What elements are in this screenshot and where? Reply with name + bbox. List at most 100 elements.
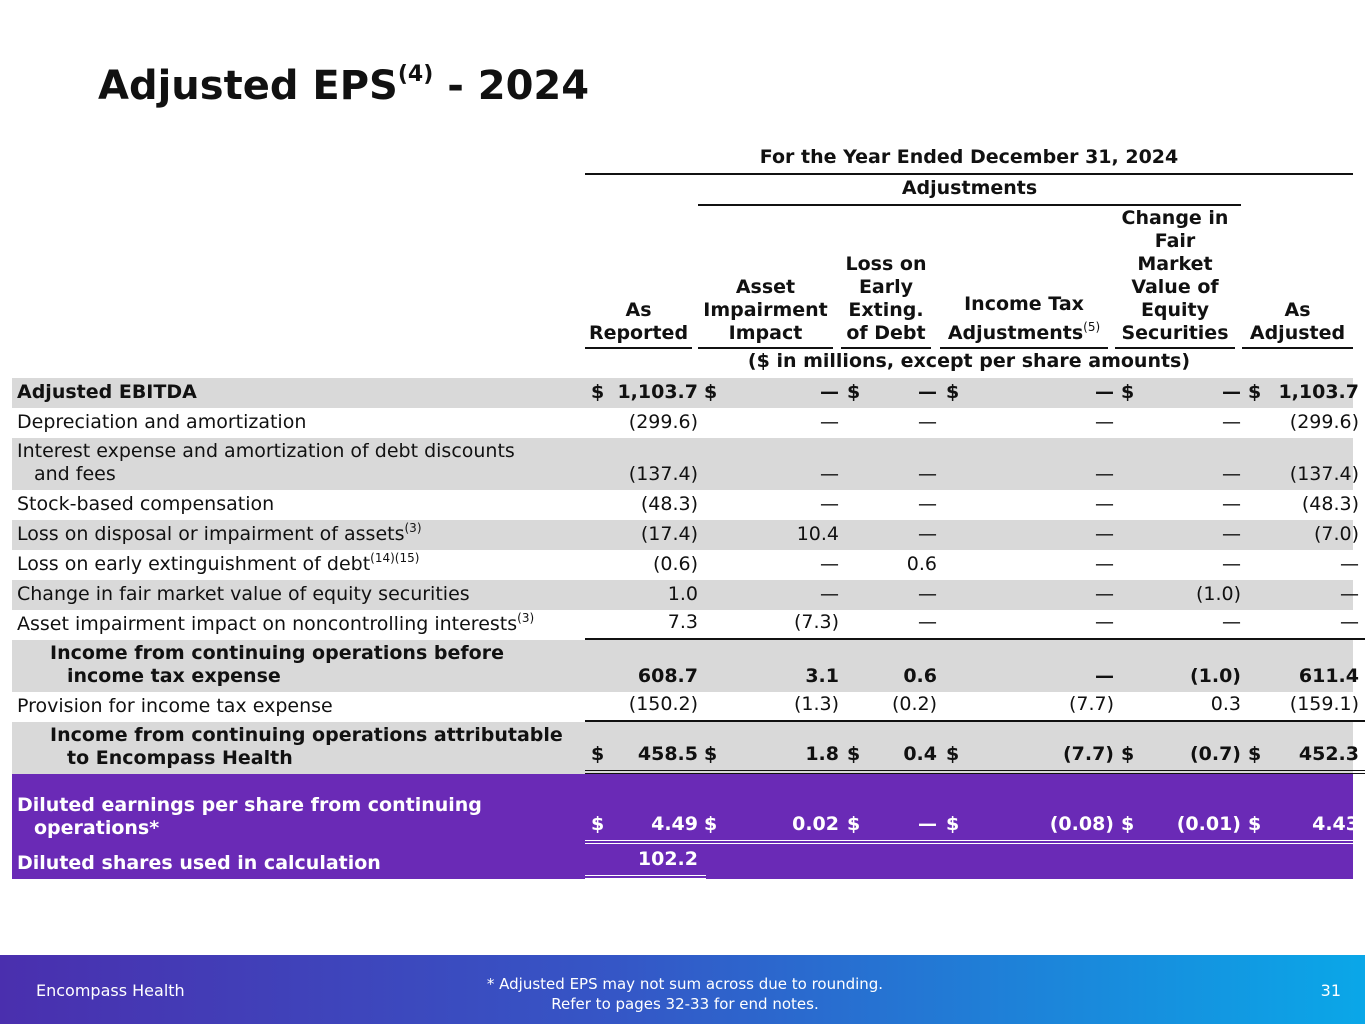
currency: $ bbox=[704, 381, 718, 403]
cell: (299.6) bbox=[1242, 404, 1365, 438]
footnote-line: * Adjusted EPS may not sum across due to… bbox=[486, 975, 884, 993]
cell: — bbox=[1115, 434, 1249, 490]
cell: 7.3 bbox=[585, 604, 706, 640]
row-note: (3) bbox=[404, 521, 422, 535]
cell-value: 3.1 bbox=[805, 665, 839, 687]
cell: (159.1) bbox=[1242, 686, 1365, 722]
cell: — bbox=[1242, 576, 1365, 610]
title: Adjusted EPS(4) - 2024 bbox=[98, 62, 589, 109]
footnote-line: Refer to pages 32-33 for end notes. bbox=[551, 995, 819, 1013]
cell: — bbox=[940, 636, 1122, 692]
cell-value: 4.49 bbox=[651, 813, 698, 835]
cell-value: (299.6) bbox=[1289, 411, 1359, 433]
cell: $ (0.7) bbox=[1115, 714, 1249, 774]
row-label: Interest expense and amortization of deb… bbox=[17, 440, 515, 486]
cell-value: — bbox=[1340, 583, 1359, 605]
column-label-text: Loss on Early Exting. of Debt bbox=[845, 253, 927, 344]
row-label: Adjusted EBITDA bbox=[17, 381, 197, 404]
row-label: Asset impairment impact on noncontrollin… bbox=[17, 607, 534, 636]
cell: $ (7.7) bbox=[940, 714, 1122, 774]
column-header: As Adjusted bbox=[1242, 205, 1353, 349]
cell-value: (0.7) bbox=[1189, 743, 1241, 765]
cell-value: 1.8 bbox=[805, 743, 839, 765]
cell: (7.3) bbox=[698, 604, 847, 640]
cell-value: — bbox=[918, 611, 937, 633]
cell: $1,103.7 bbox=[1242, 374, 1365, 408]
column-header: As Reported bbox=[585, 205, 692, 349]
cell: — bbox=[841, 576, 945, 610]
cell: $452.3 bbox=[1242, 714, 1365, 774]
cell: — bbox=[940, 516, 1122, 550]
cell-value: 102.2 bbox=[637, 848, 698, 870]
cell: — bbox=[940, 434, 1122, 490]
column-label: Loss on Early Exting. of Debt bbox=[846, 253, 927, 345]
cell-value: — bbox=[918, 493, 937, 515]
cell-value: (0.2) bbox=[891, 693, 937, 715]
row-label-text: Loss on early extinguishment of debt bbox=[17, 553, 371, 575]
cell-value: — bbox=[1340, 553, 1359, 575]
currency: $ bbox=[704, 743, 718, 765]
table-row: Income from continuing operations attrib… bbox=[12, 722, 1365, 774]
column-label-text: Asset Impairment Impact bbox=[703, 276, 828, 344]
cell: $0.02 bbox=[698, 766, 847, 844]
cell: $ — bbox=[1115, 374, 1249, 408]
cell-value: 452.3 bbox=[1298, 743, 1359, 765]
cell-value: — bbox=[1095, 611, 1114, 633]
cell: — bbox=[841, 516, 945, 550]
cell-value: — bbox=[1095, 463, 1114, 485]
cell: 102.2 bbox=[585, 836, 706, 879]
currency: $ bbox=[1121, 743, 1135, 765]
cell-value: 608.7 bbox=[637, 665, 698, 687]
cell-value: (48.3) bbox=[640, 493, 698, 515]
cell: — bbox=[1115, 516, 1249, 550]
title-text: Adjusted EPS bbox=[98, 63, 398, 109]
cell: $ — bbox=[841, 374, 945, 408]
row-label-text: Diluted shares used in calculation bbox=[17, 852, 381, 874]
cell: $458.5 bbox=[585, 714, 706, 774]
table-row: Asset impairment impact on noncontrollin… bbox=[12, 607, 1365, 640]
column-label: Asset Impairment Impact bbox=[703, 276, 827, 345]
cell-value: (7.0) bbox=[1313, 523, 1359, 545]
cell-value: — bbox=[1095, 583, 1114, 605]
cell: — bbox=[698, 486, 847, 520]
cell-value: — bbox=[1222, 553, 1241, 575]
row-label-text: Interest expense and amortization of deb… bbox=[17, 440, 515, 485]
cell: (137.4) bbox=[585, 434, 706, 490]
cell: — bbox=[698, 404, 847, 438]
cell-value: 1.0 bbox=[667, 583, 698, 605]
cell: — bbox=[841, 434, 945, 490]
cell: $1,103.7 bbox=[585, 374, 706, 408]
cell-value: — bbox=[918, 411, 937, 433]
cell-value: (0.08) bbox=[1049, 813, 1114, 835]
row-label: Diluted earnings per share from continui… bbox=[17, 794, 482, 840]
cell-value: (150.2) bbox=[628, 693, 698, 715]
cell: 10.4 bbox=[698, 516, 847, 550]
company: Encompass Health bbox=[36, 981, 185, 1000]
cell: (0.2) bbox=[841, 686, 945, 722]
row-label-text: Income from continuing operations attrib… bbox=[50, 724, 563, 769]
cell-value: — bbox=[820, 381, 839, 403]
units-note: ($ in millions, except per share amounts… bbox=[747, 350, 1191, 372]
cell: 0.6 bbox=[841, 546, 945, 580]
period-header: For the Year Ended December 31, 2024 bbox=[585, 146, 1353, 175]
currency: $ bbox=[591, 381, 605, 403]
cell-value: (17.4) bbox=[640, 523, 698, 545]
cell-value: — bbox=[1222, 493, 1241, 515]
currency: $ bbox=[946, 743, 960, 765]
cell-value: — bbox=[1222, 611, 1241, 633]
column-label: Income Tax Adjustments(5) bbox=[948, 293, 1100, 345]
cell: 0.3 bbox=[1115, 686, 1249, 722]
cell: — bbox=[1242, 604, 1365, 640]
cell-value: 0.6 bbox=[906, 553, 937, 575]
column-label: As Adjusted bbox=[1250, 299, 1345, 345]
row-label: Change in fair market value of equity se… bbox=[17, 583, 470, 606]
cell: — bbox=[1115, 604, 1249, 640]
cell: $0.4 bbox=[841, 714, 945, 774]
cell: $1.8 bbox=[698, 714, 847, 774]
cell: $4.49 bbox=[585, 766, 706, 844]
cell-value: 0.02 bbox=[792, 813, 839, 835]
currency: $ bbox=[1248, 813, 1262, 835]
cell-value: 611.4 bbox=[1298, 665, 1359, 687]
table-row: Change in fair market value of equity se… bbox=[12, 580, 1359, 610]
cell-value: 7.3 bbox=[667, 611, 698, 633]
